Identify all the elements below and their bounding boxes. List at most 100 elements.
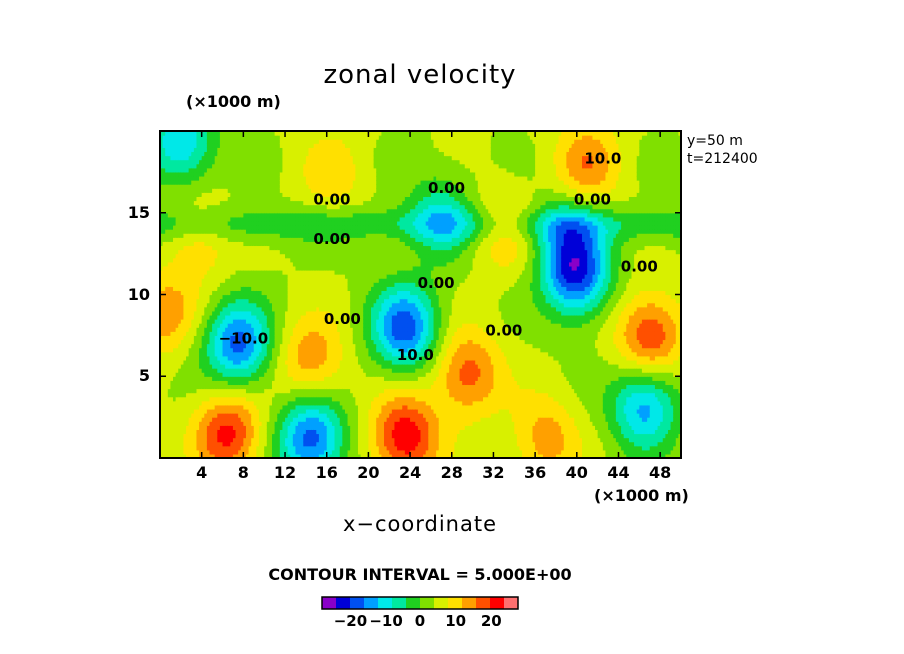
field-cell <box>165 388 169 394</box>
field-cell <box>160 404 164 410</box>
field-cell <box>183 417 187 422</box>
field-cell <box>167 188 172 193</box>
field-cell <box>180 282 185 287</box>
field-cell <box>183 249 187 255</box>
field-cell <box>170 359 174 365</box>
field-cell <box>188 445 192 451</box>
field-cell <box>191 449 195 455</box>
field-cell <box>193 339 198 345</box>
field-cell <box>180 290 185 296</box>
field-cell <box>162 306 166 312</box>
field-cell <box>188 294 192 300</box>
field-cell <box>165 376 169 381</box>
field-cell <box>173 441 177 447</box>
field-cell <box>167 335 172 341</box>
field-cell <box>188 351 192 357</box>
field-cell <box>193 298 198 304</box>
field-cell <box>191 413 195 418</box>
field-cell <box>183 314 187 320</box>
field-cell <box>162 396 166 402</box>
field-cell <box>170 441 174 447</box>
field-cell <box>165 208 169 214</box>
field-cell <box>167 192 172 197</box>
field-cell <box>186 437 190 443</box>
field-cell <box>160 388 164 394</box>
field-cell <box>186 298 190 304</box>
field-cell <box>193 135 198 140</box>
field-cell <box>183 167 187 173</box>
field-cell <box>160 363 164 369</box>
field-cell <box>193 433 198 439</box>
field-cell <box>173 355 177 361</box>
field-cell <box>186 331 190 336</box>
field-cell <box>183 237 187 242</box>
field-cell <box>186 220 190 226</box>
field-cell <box>162 253 166 259</box>
field-cell <box>173 269 177 275</box>
field-cell <box>188 302 192 308</box>
field-cell <box>175 359 179 365</box>
field-cell <box>186 388 190 394</box>
field-cell <box>165 351 169 357</box>
field-cell <box>183 376 187 381</box>
field-cell <box>180 408 185 414</box>
field-cell <box>180 363 185 369</box>
field-cell <box>167 359 172 365</box>
field-cell <box>167 298 172 304</box>
field-cell <box>167 180 172 185</box>
field-cell <box>173 363 177 369</box>
field-cell <box>160 433 164 439</box>
field-cell <box>193 167 198 173</box>
field-cell <box>160 143 164 148</box>
field-cell <box>160 163 164 169</box>
field-cell <box>167 200 172 206</box>
field-cell <box>183 233 187 238</box>
field-cell <box>165 265 169 271</box>
field-cell <box>183 327 187 332</box>
field-cell <box>191 159 195 165</box>
field-cell <box>165 245 169 251</box>
field-cell <box>162 421 166 426</box>
field-cell <box>165 163 169 169</box>
field-cell <box>178 212 182 218</box>
field-cell <box>160 249 164 255</box>
field-cell <box>193 286 198 292</box>
field-cell <box>186 421 190 426</box>
field-cell <box>160 417 164 422</box>
field-cell <box>191 253 195 259</box>
field-cell <box>175 421 179 426</box>
field-cell <box>165 225 169 230</box>
field-cell <box>165 139 169 144</box>
field-cell <box>191 404 195 410</box>
field-cell <box>165 417 169 422</box>
field-cell <box>183 175 187 181</box>
field-cell <box>160 400 164 406</box>
field-cell <box>162 135 166 140</box>
field-cell <box>175 314 179 320</box>
field-cell <box>183 274 187 279</box>
field-cell <box>162 441 166 447</box>
field-cell <box>180 196 185 202</box>
field-cell <box>165 425 169 430</box>
field-cell <box>175 143 179 148</box>
field-cell <box>170 372 174 377</box>
field-cell <box>191 363 195 369</box>
field-cell <box>178 188 182 193</box>
field-cell <box>167 368 172 373</box>
field-cell <box>170 188 174 193</box>
field-cell <box>186 269 190 275</box>
field-cell <box>178 184 182 189</box>
field-cell <box>170 225 174 230</box>
field-cell <box>180 180 185 185</box>
field-cell <box>162 343 166 349</box>
field-cell <box>188 265 192 271</box>
field-cell <box>175 404 179 410</box>
field-cell <box>191 339 195 345</box>
field-cell <box>165 184 169 189</box>
field-cell <box>160 290 164 296</box>
field-cell <box>183 261 187 267</box>
field-cell <box>173 147 177 153</box>
field-cell <box>193 143 198 148</box>
field-cell <box>165 274 169 279</box>
field-cell <box>193 229 198 234</box>
